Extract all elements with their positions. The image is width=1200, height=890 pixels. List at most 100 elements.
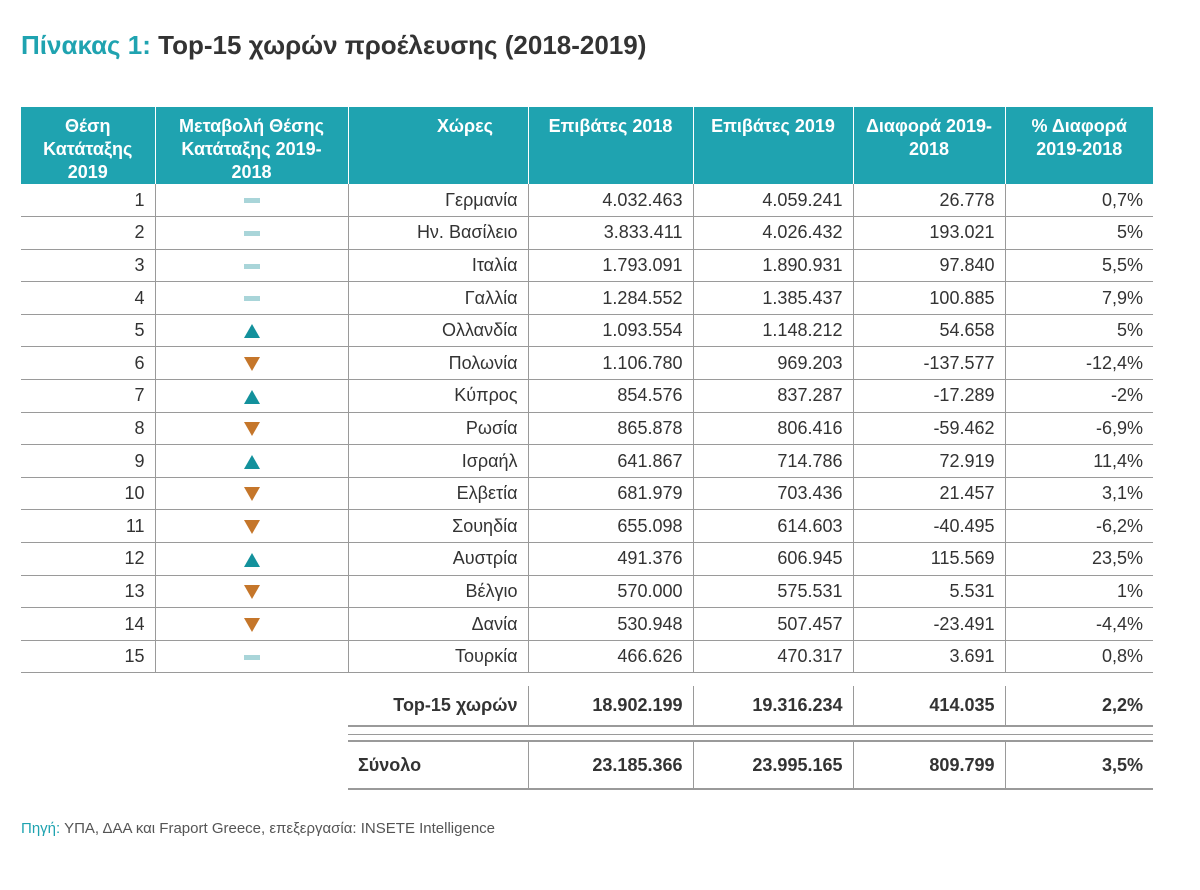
passengers-2019-cell: 4.026.432 — [693, 216, 854, 250]
change-cell — [155, 314, 349, 348]
country-cell: Βέλγιο — [348, 575, 529, 609]
header-country: Χώρες — [348, 107, 529, 184]
country-cell: Δανία — [348, 607, 529, 641]
change-cell — [155, 412, 349, 446]
passengers-2019-cell: 1.890.931 — [693, 249, 854, 283]
passengers-2019-cell: 507.457 — [693, 607, 854, 641]
total-pct-difference: 3,5% — [1101, 754, 1143, 775]
table-row: 1 Γερμανία 4.032.463 4.059.241 26.778 0,7% — [21, 184, 1153, 218]
rank-cell: 11 — [21, 509, 156, 544]
subtotal-table: Top-15 χωρών 18.902.199 19.316.234 414.0… — [348, 686, 1153, 727]
difference-cell: -59.462 — [853, 412, 1006, 446]
pct-difference-cell: 0,7% — [1005, 184, 1153, 218]
pct-difference-cell: 5,5% — [1005, 249, 1153, 283]
country-cell: Ελβετία — [348, 477, 529, 511]
rank-cell: 14 — [21, 607, 156, 641]
passengers-2018-cell: 3.833.411 — [528, 216, 694, 250]
rank-unchanged-icon — [243, 654, 260, 660]
difference-cell: 21.457 — [853, 477, 1006, 511]
passengers-2018-cell: 466.626 — [528, 640, 694, 674]
change-cell — [155, 509, 349, 544]
table-row: 7 Κύπρος 854.576 837.287 -17.289 -2% — [21, 379, 1153, 413]
difference-cell: 3.691 — [853, 640, 1006, 674]
change-cell — [155, 607, 349, 641]
header-pct-difference: % Διαφορά 2019-2018 — [1005, 107, 1153, 184]
pct-difference-cell: 1% — [1005, 575, 1153, 609]
title-text: Top-15 χωρών προέλευσης (2018-2019) — [158, 30, 647, 60]
table-row: 11 Σουηδία 655.098 614.603 -40.495 -6,2% — [21, 509, 1153, 544]
country-cell: Γερμανία — [348, 184, 529, 218]
total-difference: 809.799 — [853, 741, 1006, 789]
pct-difference-cell: 11,4% — [1005, 444, 1153, 478]
rank-down-icon — [243, 585, 260, 600]
rank-cell: 9 — [21, 444, 156, 478]
passengers-2019-cell: 470.317 — [693, 640, 854, 674]
rank-cell: 7 — [21, 379, 156, 413]
header-difference: Διαφορά 2019-2018 — [853, 107, 1006, 184]
table-row: 4 Γαλλία 1.284.552 1.385.437 100.885 7,9% — [21, 281, 1153, 315]
rank-cell: 5 — [21, 314, 156, 348]
passengers-2019-cell: 714.786 — [693, 444, 854, 478]
change-cell — [155, 640, 349, 674]
passengers-2018-cell: 1.793.091 — [528, 249, 694, 283]
total-row: Σύνολο 23.185.366 23.995.165 809.799 3,5… — [348, 741, 1153, 789]
pct-difference-cell: 7,9% — [1005, 281, 1153, 315]
subtotal-pct-difference: 2,2% — [1101, 695, 1143, 715]
difference-cell: -23.491 — [853, 607, 1006, 641]
pct-difference-cell: -4,4% — [1005, 607, 1153, 641]
passengers-2019-cell: 969.203 — [693, 346, 854, 381]
change-cell — [155, 477, 349, 511]
passengers-2018-cell: 570.000 — [528, 575, 694, 609]
subtotal-passengers-2018: 18.902.199 — [528, 686, 694, 726]
subtotal-label: Top-15 χωρών — [348, 686, 529, 726]
passengers-2019-cell: 806.416 — [693, 412, 854, 446]
passengers-2019-cell: 606.945 — [693, 542, 854, 576]
difference-cell: 100.885 — [853, 281, 1006, 315]
passengers-2019-cell: 1.385.437 — [693, 281, 854, 315]
source-label: Πηγή: — [21, 820, 61, 837]
pct-difference-cell: 0,8% — [1005, 640, 1153, 674]
passengers-2018-cell: 4.032.463 — [528, 184, 694, 218]
difference-cell: -17.289 — [853, 379, 1006, 413]
rank-unchanged-icon — [243, 198, 260, 204]
table-row: 10 Ελβετία 681.979 703.436 21.457 3,1% — [21, 477, 1153, 511]
rank-up-icon — [243, 552, 260, 567]
passengers-2018-cell: 641.867 — [528, 444, 694, 478]
country-cell: Ρωσία — [348, 412, 529, 446]
table-row: 6 Πολωνία 1.106.780 969.203 -137.577 -12,4% — [21, 346, 1153, 381]
rank-cell: 2 — [21, 216, 156, 250]
change-cell — [155, 281, 349, 315]
difference-cell: -137.577 — [853, 346, 1006, 381]
table-row: 12 Αυστρία 491.376 606.945 115.569 23,5% — [21, 542, 1153, 576]
rank-cell: 6 — [21, 346, 156, 381]
passengers-2018-cell: 491.376 — [528, 542, 694, 576]
passengers-2018-cell: 1.093.554 — [528, 314, 694, 348]
divider — [348, 734, 1153, 735]
difference-cell: 193.021 — [853, 216, 1006, 250]
rank-cell: 4 — [21, 281, 156, 315]
source-note: Πηγή: ΥΠΑ, ΔΑΑ και Fraport Greece, επεξε… — [21, 820, 495, 837]
difference-cell: -40.495 — [853, 509, 1006, 544]
table-row: 3 Ιταλία 1.793.091 1.890.931 97.840 5,5% — [21, 249, 1153, 283]
difference-cell: 5.531 — [853, 575, 1006, 609]
rank-unchanged-icon — [243, 263, 260, 269]
subtotal-row: Top-15 χωρών 18.902.199 19.316.234 414.0… — [348, 686, 1153, 726]
table-row: 14 Δανία 530.948 507.457 -23.491 -4,4% — [21, 607, 1153, 641]
pct-difference-cell: 5% — [1005, 216, 1153, 250]
passengers-2019-cell: 614.603 — [693, 509, 854, 544]
rank-up-icon — [243, 454, 260, 469]
pct-difference-cell: 5% — [1005, 314, 1153, 348]
passengers-2018-cell: 865.878 — [528, 412, 694, 446]
country-cell: Τουρκία — [348, 640, 529, 674]
difference-cell: 54.658 — [853, 314, 1006, 348]
passengers-2019-cell: 575.531 — [693, 575, 854, 609]
header-change: Μεταβολή Θέσης Κατάταξης 2019-2018 — [155, 107, 349, 184]
passengers-2018-cell: 681.979 — [528, 477, 694, 511]
change-cell — [155, 542, 349, 576]
rank-down-icon — [243, 357, 260, 372]
rank-up-icon — [243, 389, 260, 404]
table-row: 9 Ισραήλ 641.867 714.786 72.919 11,4% — [21, 444, 1153, 478]
country-cell: Ολλανδία — [348, 314, 529, 348]
passengers-2019-cell: 1.148.212 — [693, 314, 854, 348]
pct-difference-cell: -6,2% — [1005, 509, 1153, 544]
